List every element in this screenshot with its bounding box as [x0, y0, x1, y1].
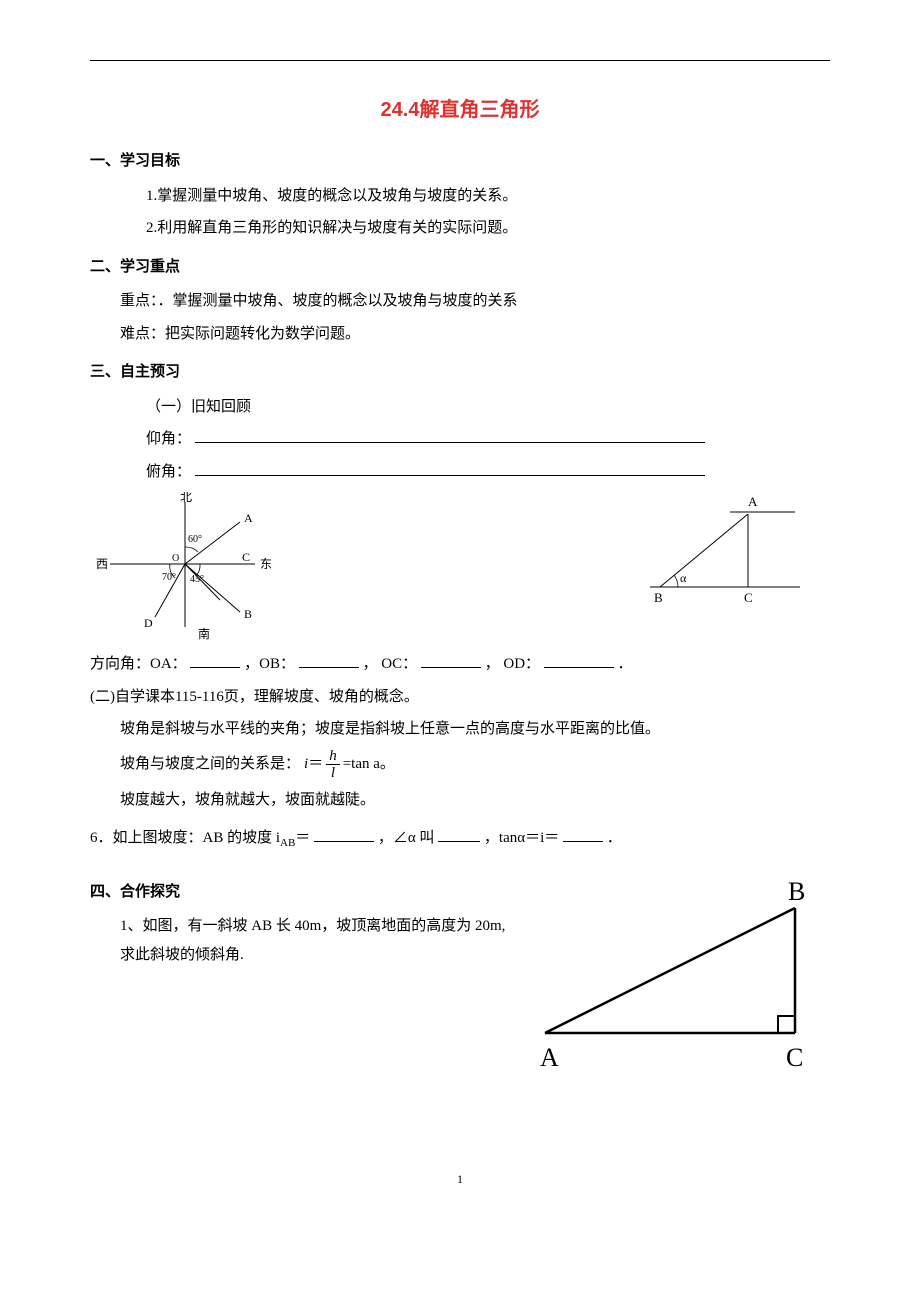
yang-blank [195, 428, 705, 443]
compass-d: D [144, 616, 153, 630]
slope-b: B [654, 590, 663, 605]
section-4-wrap: B A C 四、合作探究 1、如图，有一斜坡 AB 长 40m，坡顶离地面的高度… [90, 878, 830, 1078]
dir-od: ， OD： [485, 656, 540, 672]
fraction: h l [326, 748, 340, 782]
diagram-row: 北 南 东 西 O A B C D 60° 70° 45° A B C α [90, 492, 830, 642]
slope-alpha: α [680, 571, 687, 585]
big-c: C [786, 1043, 803, 1072]
compass-a: A [244, 511, 253, 525]
top-rule [90, 60, 830, 61]
q6-blank2 [438, 827, 480, 842]
s3-p2: 坡角与坡度之间的关系是： i ＝ h l =tan a。 [90, 748, 830, 782]
s3-q6: 6．如上图坡度：AB 的坡度 iAB＝ ，∠α 叫 ，tanα＝i＝ ． [90, 824, 830, 854]
page-number: 1 [90, 1168, 830, 1191]
frac-num: h [326, 748, 340, 766]
dir-oc: ， OC： [363, 656, 418, 672]
q6-tan: ，tanα＝i＝ [484, 830, 559, 846]
section-3-heading: 三、自主预习 [90, 358, 830, 387]
compass-60: 60° [188, 534, 202, 545]
big-triangle-diagram: B A C [520, 878, 830, 1078]
s2-diff: 难点：把实际问题转化为数学问题。 [90, 320, 830, 349]
s2-key: 重点：．掌握测量中坡角、坡度的概念以及坡角与坡度的关系 [90, 287, 830, 316]
doc-title: 24.4解直角三角形 [90, 91, 830, 129]
dir-ob: ，OB： [244, 656, 295, 672]
dir-end: ． [618, 656, 633, 672]
yang-row: 仰角： [90, 425, 830, 454]
q6-blank1 [314, 827, 374, 842]
s3-p3: 坡度越大，坡角就越大，坡面就越陡。 [90, 786, 830, 815]
big-b: B [788, 878, 805, 906]
compass-east: 东 [260, 557, 272, 571]
q6-mid: ，∠α 叫 [378, 830, 435, 846]
s3-p2-pre: 坡角与坡度之间的关系是： [120, 750, 300, 779]
compass-south: 南 [198, 626, 210, 641]
s3-p2-post: =tan a。 [343, 750, 395, 779]
frac-den: l [328, 765, 338, 782]
big-a: A [540, 1043, 559, 1072]
compass-o: O [172, 553, 179, 564]
dir-blank-ob [299, 653, 359, 668]
slope-small-diagram: A B C α [630, 492, 830, 612]
q6-eq: ＝ [295, 830, 310, 846]
direction-row: 方向角：OA： ，OB： ， OC： ， OD： ． [90, 650, 830, 679]
q6-pre: 6．如上图坡度：AB 的坡度 i [90, 830, 280, 846]
compass-b: B [244, 607, 252, 621]
q6-end: ． [607, 830, 622, 846]
slope-a: A [748, 494, 758, 509]
dir-blank-oa [190, 653, 240, 668]
s3-sub2: (二)自学课本115-116页，理解坡度、坡角的概念。 [90, 683, 830, 712]
s1-item2: 2.利用解直角三角形的知识解决与坡度有关的实际问题。 [90, 214, 830, 243]
dir-blank-oc [421, 653, 481, 668]
section-2-heading: 二、学习重点 [90, 253, 830, 282]
fu-row: 俯角： [90, 458, 830, 487]
compass-north: 北 [180, 492, 192, 504]
compass-c: C [242, 550, 250, 564]
s3-sub1: （一）旧知回顾 [90, 393, 830, 422]
s3-p2-eq: ＝ [308, 750, 323, 779]
dir-blank-od [544, 653, 614, 668]
s3-p1: 坡角是斜坡与水平线的夹角；坡度是指斜坡上任意一点的高度与水平距离的比值。 [90, 715, 830, 744]
section-1-heading: 一、学习目标 [90, 147, 830, 176]
q6-ab: AB [280, 837, 295, 849]
fu-label: 俯角： [146, 464, 191, 480]
compass-70: 70° [162, 572, 176, 583]
compass-45: 45° [190, 574, 204, 585]
fu-blank [195, 461, 705, 476]
compass-diagram: 北 南 东 西 O A B C D 60° 70° 45° [90, 492, 310, 642]
compass-west: 西 [96, 557, 108, 571]
s1-item1: 1.掌握测量中坡角、坡度的概念以及坡角与坡度的关系。 [90, 182, 830, 211]
slope-c: C [744, 590, 753, 605]
q6-blank3 [563, 827, 603, 842]
dir-pre: 方向角：OA： [90, 656, 187, 672]
yang-label: 仰角： [146, 431, 191, 447]
